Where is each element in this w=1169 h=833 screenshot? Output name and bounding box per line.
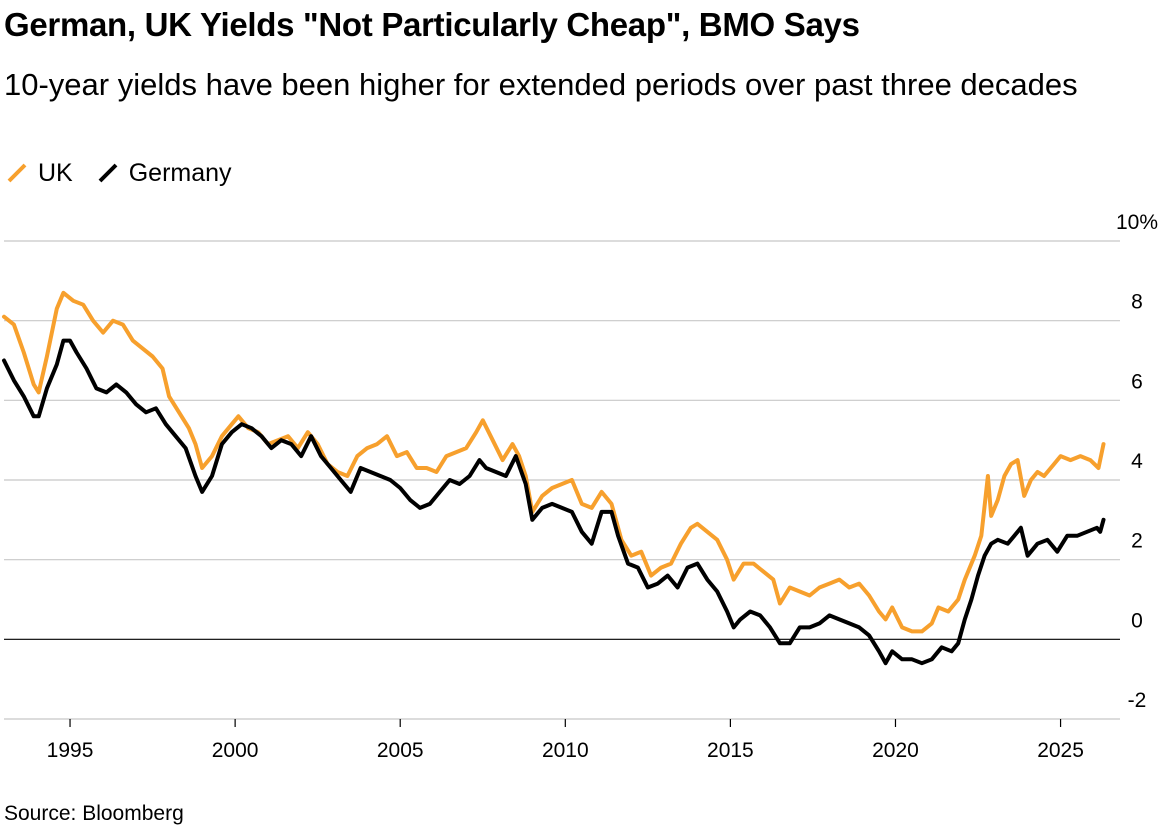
- y-tick-label: 8: [1131, 291, 1143, 314]
- x-tick-label: 2015: [707, 739, 754, 762]
- y-tick-label: 6: [1131, 370, 1143, 393]
- legend-item-uk: UK: [4, 159, 73, 188]
- chart-subtitle: 10-year yields have been higher for exte…: [4, 67, 1078, 102]
- y-tick-label: 0: [1131, 609, 1143, 632]
- y-tick-label: 10%: [1116, 211, 1158, 234]
- legend-swatch-uk: [4, 160, 30, 186]
- x-tick-label: 2005: [377, 739, 424, 762]
- legend: UK Germany: [4, 157, 254, 189]
- chart-title: German, UK Yields "Not Particularly Chea…: [4, 6, 860, 43]
- legend-label-germany: Germany: [128, 158, 232, 187]
- legend-swatch-germany: [95, 160, 121, 186]
- x-tick-label: 2000: [212, 739, 259, 762]
- x-tick-label: 1995: [47, 739, 94, 762]
- y-tick-label: 2: [1131, 530, 1143, 553]
- series-line-uk: [2, 290, 1106, 634]
- x-tick-label: 2025: [1037, 739, 1084, 762]
- x-tick-label: 2020: [872, 739, 919, 762]
- legend-item-germany: Germany: [95, 159, 232, 188]
- y-tick-label: 4: [1131, 450, 1143, 473]
- y-tick-label: -2: [1128, 689, 1147, 712]
- series-line-germany: [2, 338, 1106, 666]
- source-note: Source: Bloomberg: [4, 802, 184, 825]
- x-tick-label: 2010: [542, 739, 589, 762]
- legend-label-uk: UK: [38, 158, 73, 187]
